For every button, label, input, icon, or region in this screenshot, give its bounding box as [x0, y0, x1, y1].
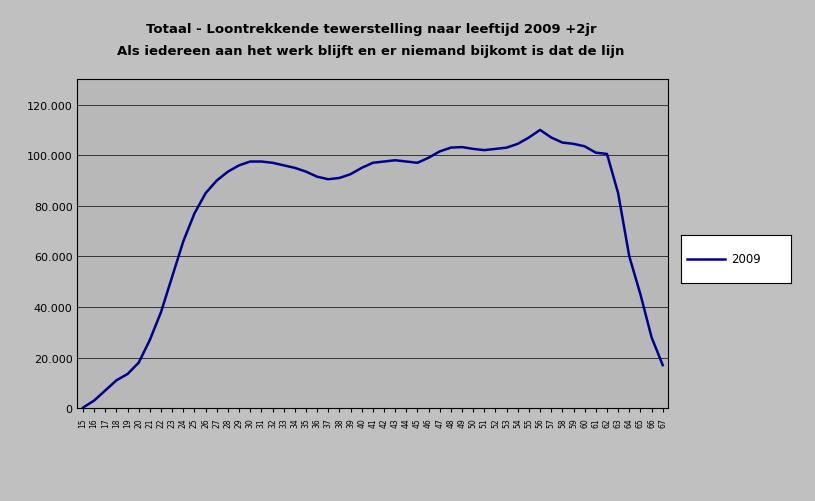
2009	[424, 155, 434, 161]
2009	[524, 135, 534, 141]
Line: 2009: 2009	[83, 131, 663, 408]
Text: Totaal - Loontrekkende tewerstelling naar leeftijd 2009 +2jr: Totaal - Loontrekkende tewerstelling naa…	[146, 23, 596, 36]
2009	[602, 152, 612, 158]
Text: Als iedereen aan het werk blijft en er niemand bijkomt is dat de lijn: Als iedereen aan het werk blijft en er n…	[117, 45, 624, 58]
2009	[78, 405, 88, 411]
2009	[234, 163, 244, 169]
2009	[412, 160, 422, 166]
2009	[446, 145, 456, 151]
Text: 2009: 2009	[731, 253, 761, 266]
2009	[535, 128, 545, 134]
2009	[658, 362, 667, 368]
